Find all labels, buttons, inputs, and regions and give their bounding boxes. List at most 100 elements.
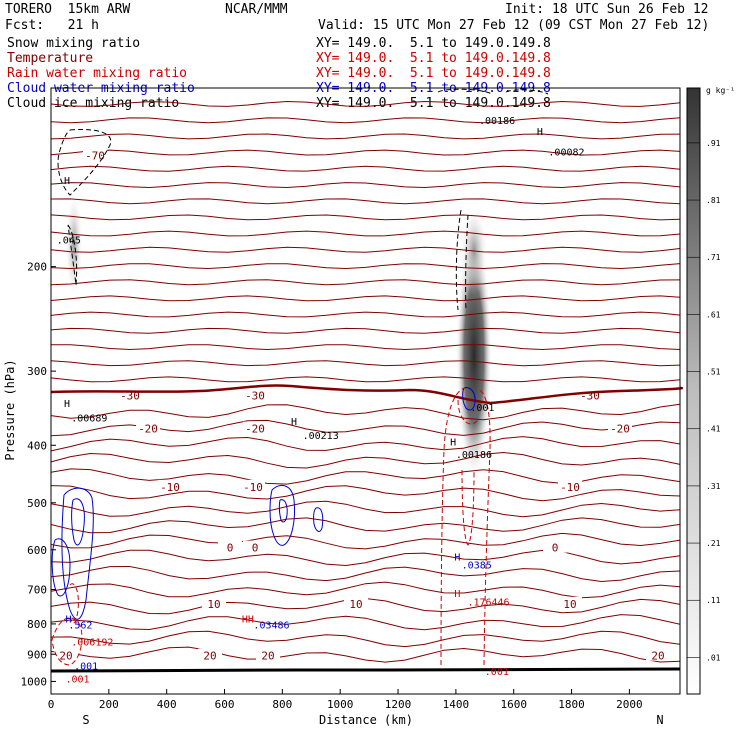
field-annotation: .001 <box>65 675 89 686</box>
isotherm-label-bg <box>243 421 267 434</box>
isotherm-label: -30 <box>120 390 140 403</box>
forecast-hour: Fcst: 21 h <box>5 18 99 33</box>
y-axis-ticks: 200 300 400 500 600 700 800 900 1000 <box>21 261 56 688</box>
isotherm-line <box>50 403 681 421</box>
org-title: NCAR/MMM <box>225 2 288 17</box>
colorbar-label: .81 <box>706 196 721 205</box>
x-tick-label: 600 <box>215 698 235 711</box>
isotherm-line <box>50 165 681 172</box>
cloud-ice-contour-top <box>437 88 549 95</box>
x-tick-label: 1600 <box>500 698 527 711</box>
isotherm-line <box>50 311 681 318</box>
cloud-ice-contours <box>57 88 549 311</box>
field-label-rain: Rain water mixing ratio <box>7 66 188 81</box>
plot-frame <box>50 87 681 695</box>
isotherm-label-bg <box>646 648 670 661</box>
init-time: Init: 18 UTC Sun 26 Feb 12 <box>505 2 709 17</box>
isotherm-label: -10 <box>160 481 180 494</box>
isotherm-label: -30 <box>245 390 265 403</box>
rain-contour-left-2 <box>69 583 79 624</box>
isotherm-label-bg <box>558 596 582 609</box>
isotherm-line <box>50 230 681 237</box>
isotherm-label-bg <box>558 479 582 492</box>
y-tick-label: 300 <box>27 365 47 378</box>
field-annotation: H <box>64 399 70 410</box>
isotherm-line <box>50 376 681 383</box>
field-annotation: H <box>64 176 70 187</box>
y-axis-label: Pressure (hPa) <box>3 359 17 460</box>
isotherm-label: 0 <box>252 542 259 555</box>
isotherm-line <box>50 246 681 253</box>
isotherm-line <box>50 500 681 518</box>
isotherm-label-bg <box>136 421 160 434</box>
field-annotation: H <box>450 437 456 448</box>
y-tick-label: 900 <box>27 648 47 661</box>
isotherm-label-bg <box>344 596 368 609</box>
isotherm-label: -20 <box>138 423 158 436</box>
colorbar-label: .41 <box>706 425 721 434</box>
isotherm-line <box>50 182 681 189</box>
isotherm-line <box>50 344 681 351</box>
colorbar-labels: .01 .11 .21 .31 .41 .51 .61 .71 .81 .91 <box>706 139 721 663</box>
field-annotation: .03486 <box>253 621 289 632</box>
field-xy-rain: XY= 149.0. 5.1 to 149.0.149.8 <box>316 66 551 81</box>
x-axis-ticks: 0 200 400 600 800 1000 1200 1400 1600 1800 2000 <box>48 689 643 711</box>
colorbar-label: .01 <box>706 653 721 662</box>
y-tick-label: 700 <box>27 584 47 597</box>
isotherm-line <box>50 451 681 469</box>
isotherm-label-bg <box>54 648 78 661</box>
field-annotation: H <box>454 589 460 600</box>
field-annotation: HH <box>242 614 254 625</box>
cloud-ice-contour-right <box>455 209 469 311</box>
isotherm-label: 20 <box>651 650 664 663</box>
isotherm-label: 0 <box>227 542 234 555</box>
rain-contour-left-1 <box>51 617 83 666</box>
cloud-ice-contour-left-top <box>57 129 112 196</box>
x-tick-label: 1800 <box>558 698 585 711</box>
cloud-water-contour-mid-3 <box>313 507 324 532</box>
field-annotation: .045 <box>57 236 81 247</box>
y-tick-label: 1000 <box>21 675 48 688</box>
x-tick-label: 800 <box>272 698 292 711</box>
isotherm-label: 20 <box>203 650 216 663</box>
isotherm-line <box>50 468 681 485</box>
temperature-contour-labels: -70-30 -30 -30-20 -20 -20-10 -10 -100 0 010 10 102… <box>54 148 670 663</box>
isotherm-line <box>50 630 681 648</box>
cloud-water-contours <box>51 387 476 620</box>
field-xy-cloud-ice: XY= 149.0. 5.1 to 149.0.149.8 <box>316 96 551 111</box>
isotherm-line <box>50 263 681 270</box>
colorbar-label: .61 <box>706 310 721 319</box>
y-tick-label: 800 <box>27 618 47 631</box>
field-annotation: .562 <box>68 621 92 632</box>
isotherm-line <box>50 133 681 140</box>
isotherm-line <box>50 517 681 534</box>
rain-contour-right-outer-left <box>440 387 466 666</box>
rain-contour-right-inner <box>461 469 475 546</box>
isotherm-line <box>50 532 681 550</box>
isotherm-label-bg <box>198 648 222 661</box>
y-tick-label: 400 <box>27 439 47 452</box>
model-title: TORERO 15km ARW <box>5 2 131 17</box>
x-tick-label: 1000 <box>327 698 354 711</box>
isotherm-label: -20 <box>245 423 265 436</box>
isotherm-label-bg <box>218 540 242 553</box>
snow-column-shading <box>456 230 492 480</box>
cloud-water-contour-mid-1 <box>269 484 295 546</box>
colorbar-gradient <box>686 87 701 695</box>
isotherm-label-bg <box>243 540 267 553</box>
isotherm-line <box>50 485 681 502</box>
terrain-ground-line <box>50 667 681 673</box>
field-annotation: H <box>537 127 543 138</box>
y-tick-label: 600 <box>27 544 47 557</box>
colorbar-label: .31 <box>706 482 721 491</box>
colorbar-bands <box>687 142 700 658</box>
field-annotation: .001 <box>485 667 509 678</box>
south-end-label: S <box>82 713 89 727</box>
isotherm-label-bg <box>543 540 567 553</box>
rain-water-contours <box>51 387 491 666</box>
x-tick-label: 2000 <box>616 698 643 711</box>
isotherm-line <box>50 279 681 286</box>
field-xy-temperature: XY= 149.0. 5.1 to 149.0.149.8 <box>316 51 551 66</box>
